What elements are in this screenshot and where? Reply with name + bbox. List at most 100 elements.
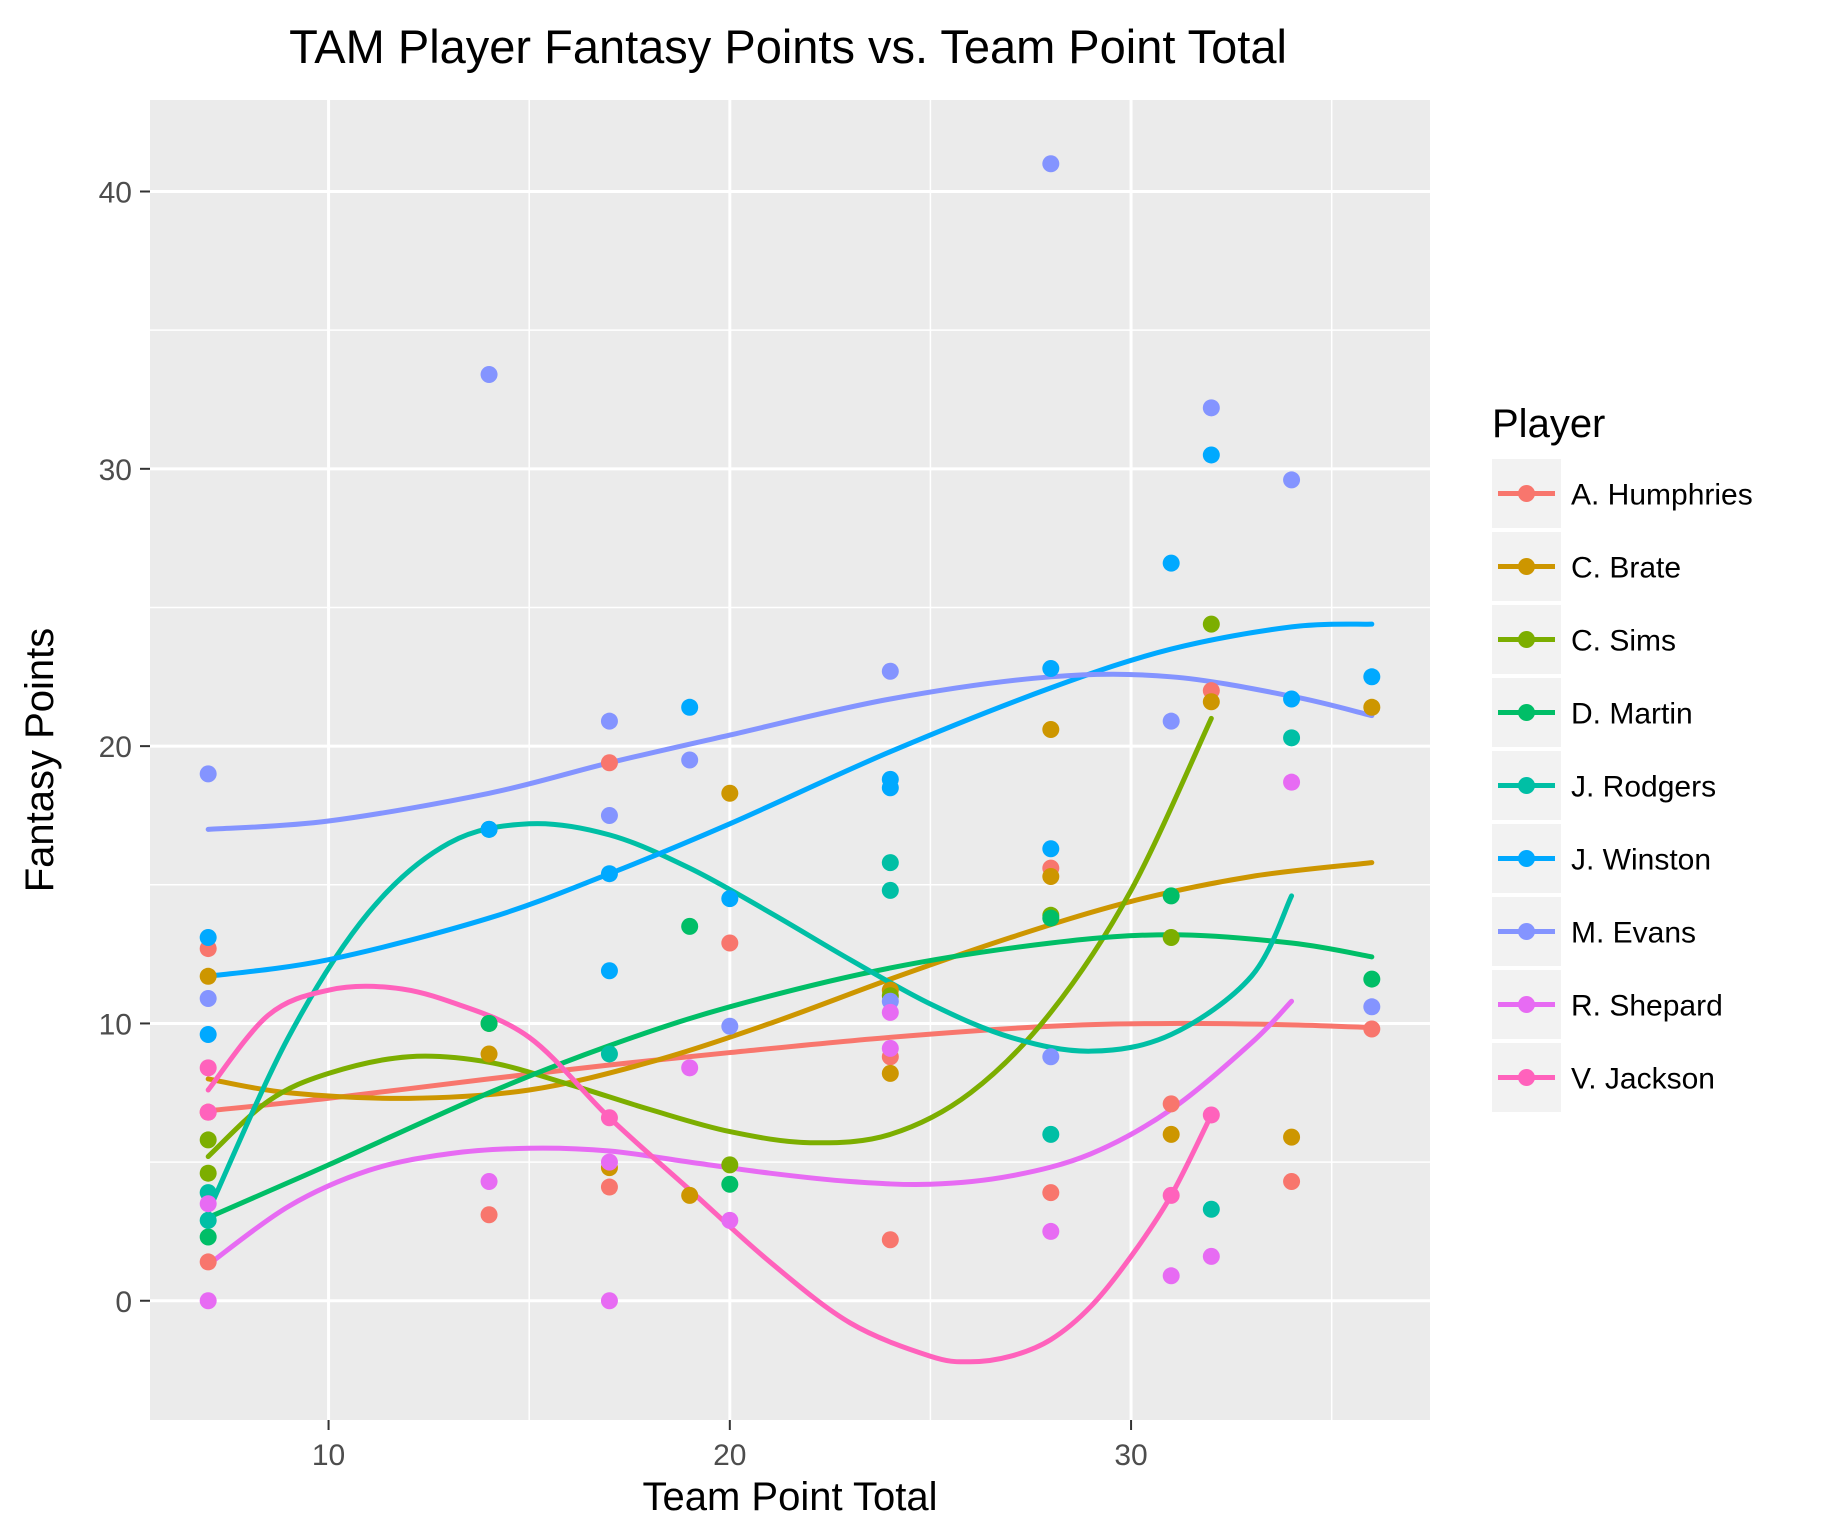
x-axis-title: Team Point Total: [643, 1475, 938, 1519]
data-point-c-brate: [1042, 720, 1060, 738]
data-point-d-martin: [721, 1175, 739, 1193]
y-axis-title: Fantasy Points: [18, 628, 62, 893]
data-point-v-jackson: [1202, 1106, 1220, 1124]
trend-line-r-shepard: [205, 998, 1295, 1268]
data-point-a-humphries: [1283, 1173, 1301, 1191]
legend-label: A. Humphries: [1571, 479, 1753, 512]
data-point-j-rodgers: [1202, 1200, 1220, 1218]
trend-line-m-evans: [205, 671, 1375, 832]
legend-key-point: [1518, 1069, 1535, 1086]
data-point-m-evans: [600, 806, 618, 824]
legend-label: J. Winston: [1571, 844, 1711, 877]
data-point-c-brate: [480, 1045, 498, 1063]
data-point-a-humphries: [480, 1206, 498, 1224]
data-point-a-humphries: [1162, 1095, 1180, 1113]
data-point-d-martin: [1042, 909, 1060, 927]
data-point-c-brate: [1202, 693, 1220, 711]
grid-minor: [150, 100, 1430, 1420]
data-point-a-humphries: [1042, 1184, 1060, 1202]
legend-item-r-shepard: R. Shepard: [1492, 970, 1723, 1039]
data-point-r-shepard: [681, 1059, 699, 1077]
legend-label: D. Martin: [1571, 698, 1693, 731]
data-point-m-evans: [600, 712, 618, 730]
data-point-m-evans: [1363, 998, 1381, 1016]
data-point-r-shepard: [1042, 1222, 1060, 1240]
data-point-a-humphries: [600, 1178, 618, 1196]
data-point-c-sims: [1202, 615, 1220, 633]
data-point-d-martin: [1162, 887, 1180, 905]
data-point-d-martin: [480, 1014, 498, 1032]
legend-key-point: [1518, 850, 1535, 867]
legend-label: C. Sims: [1571, 625, 1676, 658]
data-point-j-rodgers: [1283, 729, 1301, 747]
data-point-c-sims: [199, 1131, 217, 1149]
legend: Player A. Humphries C. Brate C. Sims D. Mar…: [1492, 402, 1753, 1112]
x-tick-label: 20: [713, 1439, 746, 1472]
data-point-c-sims: [1162, 928, 1180, 946]
legend-label: M. Evans: [1571, 917, 1696, 950]
data-point-j-winston: [1283, 690, 1301, 708]
data-point-c-brate: [721, 784, 739, 802]
trend-line-v-jackson: [205, 983, 1214, 1365]
data-point-m-evans: [199, 989, 217, 1007]
legend-key-point: [1518, 923, 1535, 940]
trend-line-c-sims: [205, 715, 1214, 1160]
data-point-r-shepard: [600, 1292, 618, 1310]
data-point-m-evans: [199, 765, 217, 783]
data-point-m-evans: [480, 366, 498, 384]
data-point-c-sims: [721, 1156, 739, 1174]
data-point-c-brate: [1283, 1128, 1301, 1146]
data-point-c-brate: [1363, 698, 1381, 716]
legend-item-m-evans: M. Evans: [1492, 897, 1696, 966]
data-point-r-shepard: [1202, 1247, 1220, 1265]
data-point-j-winston: [721, 890, 739, 908]
data-point-d-martin: [1363, 970, 1381, 988]
legend-item-c-brate: C. Brate: [1492, 532, 1681, 601]
data-point-j-rodgers: [881, 854, 899, 872]
data-point-j-winston: [681, 698, 699, 716]
x-tick-label: 30: [1114, 1439, 1147, 1472]
grid-major: [150, 100, 1430, 1420]
data-point-j-rodgers: [1042, 1125, 1060, 1143]
data-point-j-rodgers: [881, 881, 899, 899]
y-tick-label: 10: [99, 1008, 132, 1041]
data-point-m-evans: [1283, 471, 1301, 489]
trend-lines: [205, 621, 1375, 1365]
y-tick-label: 30: [99, 454, 132, 487]
data-point-r-shepard: [480, 1173, 498, 1191]
chart-title: TAM Player Fantasy Points vs. Team Point…: [289, 20, 1287, 73]
data-point-m-evans: [1162, 712, 1180, 730]
data-point-a-humphries: [1363, 1020, 1381, 1038]
y-axis: 0 10 20 30 40: [99, 177, 150, 1319]
legend-title: Player: [1492, 402, 1605, 446]
points-layer: [199, 155, 1381, 1310]
data-point-r-shepard: [721, 1211, 739, 1229]
y-tick-label: 20: [99, 731, 132, 764]
legend-item-d-martin: D. Martin: [1492, 678, 1693, 747]
data-point-j-rodgers: [600, 1045, 618, 1063]
data-point-v-jackson: [199, 1059, 217, 1077]
legend-item-j-rodgers: J. Rodgers: [1492, 751, 1716, 820]
data-point-v-jackson: [199, 1103, 217, 1121]
data-point-a-humphries: [721, 934, 739, 952]
data-point-a-humphries: [881, 1231, 899, 1249]
data-point-r-shepard: [600, 1153, 618, 1171]
legend-key-point: [1518, 777, 1535, 794]
data-point-m-evans: [1042, 155, 1060, 173]
data-point-j-winston: [881, 779, 899, 797]
data-point-c-brate: [1042, 867, 1060, 885]
data-point-m-evans: [1042, 1048, 1060, 1066]
data-point-c-sims: [199, 1164, 217, 1182]
legend-key-point: [1518, 485, 1535, 502]
trend-line-a-humphries: [205, 1020, 1375, 1114]
legend-item-c-sims: C. Sims: [1492, 605, 1676, 674]
data-point-c-brate: [1162, 1125, 1180, 1143]
legend-key-point: [1518, 704, 1535, 721]
data-point-m-evans: [881, 662, 899, 680]
legend-items: A. Humphries C. Brate C. Sims D. Martin J. R…: [1492, 459, 1753, 1112]
trend-line-j-rodgers: [205, 821, 1295, 1215]
legend-item-v-jackson: V. Jackson: [1492, 1043, 1715, 1112]
data-point-r-shepard: [881, 1039, 899, 1057]
data-point-c-brate: [881, 1064, 899, 1082]
